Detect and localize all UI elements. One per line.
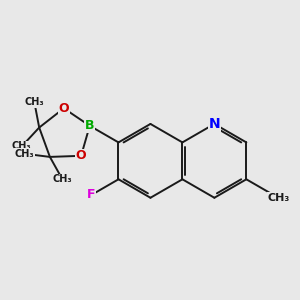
Text: CH₃: CH₃ [52,174,72,184]
Text: O: O [76,149,86,162]
Text: N: N [208,117,220,131]
Text: F: F [87,188,96,202]
Text: O: O [58,102,69,115]
Text: CH₃: CH₃ [25,97,44,107]
Text: CH₃: CH₃ [12,141,32,152]
Text: B: B [85,119,94,132]
Text: CH₃: CH₃ [14,149,34,159]
Text: CH₃: CH₃ [267,193,290,203]
